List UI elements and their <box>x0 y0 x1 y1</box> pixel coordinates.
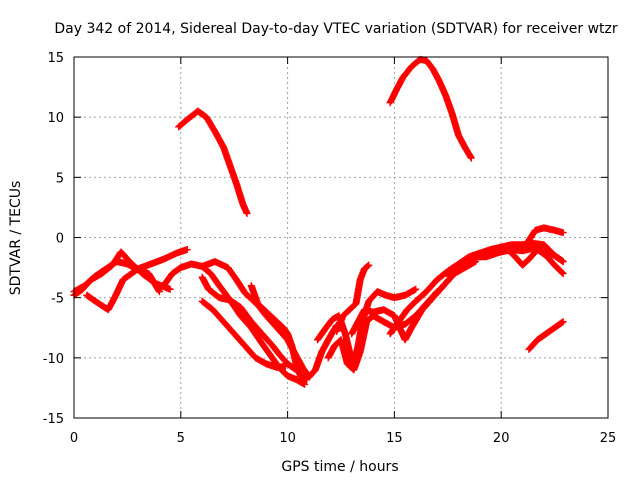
series-track-16 <box>523 224 567 248</box>
y-tick-label: 15 <box>47 51 64 66</box>
data-point <box>364 262 372 270</box>
x-tick-label: 0 <box>70 431 78 446</box>
series-track-6 <box>198 273 300 374</box>
data-point <box>559 270 567 278</box>
y-tick-label: -5 <box>51 292 64 307</box>
series-track-8 <box>247 282 311 383</box>
data-point <box>281 362 289 370</box>
y-tick-label: 5 <box>56 171 64 186</box>
y-tick-label: 10 <box>47 111 64 126</box>
y-tick-label: -10 <box>43 352 64 367</box>
data-point <box>166 285 174 293</box>
y-tick-label: 0 <box>56 232 64 247</box>
x-axis-title: GPS time / hours <box>281 459 398 475</box>
series-track-17 <box>525 318 567 353</box>
series-track-11 <box>333 261 373 335</box>
data-point <box>558 269 566 277</box>
series-track-3 <box>83 246 191 314</box>
series-track-7 <box>198 297 289 371</box>
x-tick-label: 25 <box>600 431 617 446</box>
data-point <box>365 261 373 269</box>
data-layer <box>70 55 567 388</box>
grid <box>74 57 608 418</box>
data-point <box>183 246 191 254</box>
y-tick-label: -15 <box>43 412 64 427</box>
data-point <box>243 209 251 217</box>
data-point <box>559 258 567 266</box>
series-track-10 <box>324 288 441 374</box>
data-point <box>559 229 567 237</box>
series-track-2 <box>70 248 174 299</box>
y-axis-title: SDTVAR / TECUs <box>8 181 24 296</box>
series-track-18 <box>175 107 251 217</box>
chart-title: Day 342 of 2014, Sidereal Day-to-day VTE… <box>54 21 618 37</box>
series-track-15 <box>444 244 567 280</box>
data-point <box>301 380 309 388</box>
data-point <box>155 288 163 296</box>
data-point <box>559 318 567 326</box>
data-point <box>412 285 420 293</box>
data-point <box>303 375 311 383</box>
x-tick-label: 20 <box>493 431 510 446</box>
ticks: 0 5 10 15 20 25 -15 -10 -5 0 5 10 15 <box>43 51 617 446</box>
data-point <box>467 154 475 162</box>
series-track-19 <box>386 55 475 162</box>
x-tick-label: 10 <box>279 431 296 446</box>
x-tick-label: 5 <box>177 431 185 446</box>
x-tick-label: 15 <box>386 431 403 446</box>
series-track-4 <box>160 258 341 381</box>
